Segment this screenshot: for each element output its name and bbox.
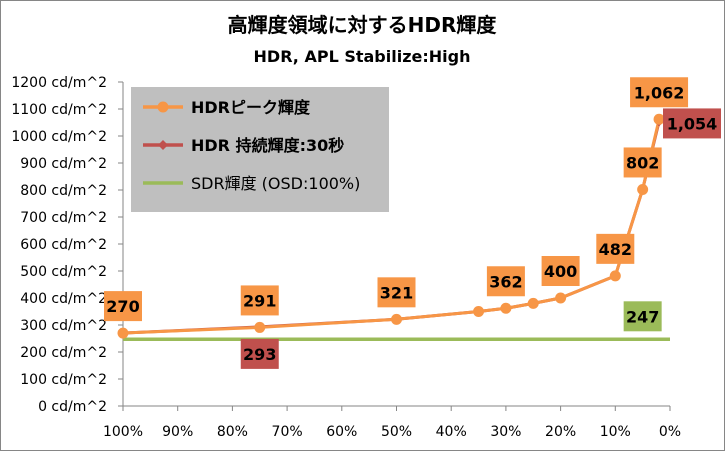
legend-label: HDR 持続輝度:30秒 xyxy=(191,136,344,155)
y-tick-label: 800 cd/m^2 xyxy=(20,183,107,199)
data-label-box xyxy=(486,266,525,297)
data-point xyxy=(500,302,512,314)
y-tick-label: 100 cd/m^2 xyxy=(20,372,107,388)
data-label: 1,062 xyxy=(634,83,685,102)
x-tick-label: 100% xyxy=(103,424,143,440)
data-label-box xyxy=(663,108,721,139)
x-tick-label: 90% xyxy=(162,424,193,440)
data-point xyxy=(117,327,129,339)
x-tick-label: 20% xyxy=(545,424,576,440)
y-tick-label: 500 cd/m^2 xyxy=(20,264,107,280)
data-labels: 270 291 293 321 362 400 482 802 1,062 1,054 247 xyxy=(104,77,721,369)
data-label: 1,054 xyxy=(667,114,718,133)
legend-label: SDR輝度 (OSD:100%) xyxy=(191,174,360,193)
y-tick-label: 1100 cd/m^2 xyxy=(11,102,107,118)
legend-marker xyxy=(158,140,168,150)
data-point xyxy=(527,297,539,309)
x-tick-label: 60% xyxy=(326,424,357,440)
data-label-box xyxy=(630,77,689,108)
data-point xyxy=(473,306,485,317)
data-label-box xyxy=(377,277,416,308)
data-label: 400 xyxy=(544,262,577,281)
legend-label: HDRピーク輝度 xyxy=(191,98,311,117)
data-label: 321 xyxy=(380,283,413,302)
data-label: 482 xyxy=(599,240,632,259)
data-label: 270 xyxy=(106,297,139,316)
series-line xyxy=(122,118,661,335)
data-point xyxy=(391,313,402,325)
plot-area xyxy=(117,113,670,342)
x-tick-label: 40% xyxy=(436,424,467,440)
y-tick-label: 1200 cd/m^2 xyxy=(11,75,107,91)
x-tick-label: 80% xyxy=(217,424,248,440)
axes: 0 cd/m^2 100 cd/m^2 200 cd/m^2 300 cd/m^2 40… xyxy=(11,75,681,440)
data-label-box xyxy=(240,338,279,369)
data-label-box xyxy=(623,301,662,332)
x-tick-label: 0% xyxy=(659,424,681,440)
x-tick-label: 10% xyxy=(600,424,631,440)
legend: HDRピーク輝度 HDR 持続輝度:30秒 SDR輝度 (OSD:100%) xyxy=(131,87,389,212)
y-tick-label: 700 cd/m^2 xyxy=(20,210,107,226)
data-point xyxy=(254,321,266,333)
x-tick-label: 30% xyxy=(490,424,521,440)
data-label: 362 xyxy=(489,272,522,291)
chart-subtitle: HDR, APL Stabilize:High xyxy=(254,47,471,66)
y-tick-label: 400 cd/m^2 xyxy=(20,291,107,307)
y-tick-label: 1000 cd/m^2 xyxy=(11,129,107,145)
y-tick-label: 300 cd/m^2 xyxy=(20,318,107,334)
data-label-box xyxy=(541,256,580,286)
data-label: 802 xyxy=(626,153,659,172)
data-point xyxy=(555,292,567,304)
legend-marker xyxy=(157,101,169,113)
data-label: 293 xyxy=(243,345,276,364)
data-point xyxy=(609,270,621,282)
y-tick-label: 600 cd/m^2 xyxy=(20,237,107,253)
data-label: 247 xyxy=(626,307,659,326)
y-tick-label: 0 cd/m^2 xyxy=(38,399,107,415)
chart-title: 高輝度領域に対するHDR輝度 xyxy=(228,13,498,37)
data-label-box xyxy=(623,147,662,178)
data-point xyxy=(637,183,649,195)
data-label-box xyxy=(104,291,142,322)
data-point xyxy=(653,113,665,125)
data-label-box xyxy=(240,285,279,316)
y-tick-label: 900 cd/m^2 xyxy=(20,156,107,172)
y-tick-label: 200 cd/m^2 xyxy=(20,345,107,361)
data-label: 291 xyxy=(243,291,276,310)
data-label-box xyxy=(596,233,635,264)
x-tick-label: 70% xyxy=(272,424,303,440)
x-tick-label: 50% xyxy=(381,424,412,440)
